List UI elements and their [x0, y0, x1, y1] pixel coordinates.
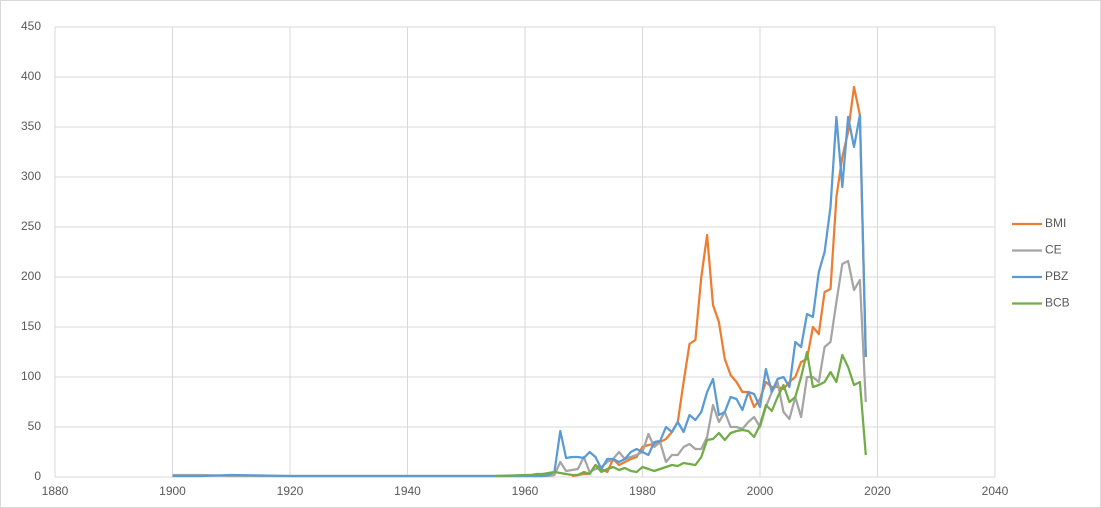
x-tick-label: 1960 [512, 484, 539, 498]
y-tick-label: 350 [21, 119, 41, 133]
line [571, 85, 867, 478]
y-tick-label: 200 [21, 269, 41, 283]
x-tick-label: 1900 [159, 484, 186, 498]
y-tick-label: 100 [21, 369, 41, 383]
legend-label: CE [1045, 243, 1062, 257]
y-tick-label: 450 [21, 19, 41, 33]
x-tick-label: 2000 [747, 484, 774, 498]
x-tick-label: 1980 [629, 484, 656, 498]
legend-label: PBZ [1045, 269, 1068, 283]
line [495, 350, 867, 478]
x-tick-label: 1920 [277, 484, 304, 498]
legend-label: BCB [1045, 296, 1070, 310]
y-tick-label: 250 [21, 219, 41, 233]
y-tick-label: 0 [34, 469, 41, 483]
x-tick-label: 1880 [42, 484, 69, 498]
y-tick-label: 400 [21, 69, 41, 83]
line [172, 113, 867, 478]
x-tick-label: 1940 [394, 484, 421, 498]
y-tick-label: 150 [21, 319, 41, 333]
y-tick-label: 300 [21, 169, 41, 183]
legend-label: BMI [1045, 216, 1066, 230]
y-tick-label: 50 [28, 419, 42, 433]
x-tick-label: 2020 [864, 484, 891, 498]
x-tick-label: 2040 [982, 484, 1009, 498]
